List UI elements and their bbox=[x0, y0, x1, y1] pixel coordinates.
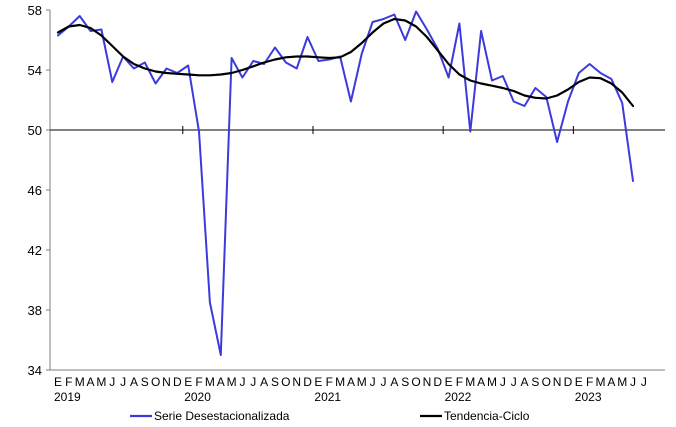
x-month-label: A bbox=[347, 375, 355, 389]
x-month-label: N bbox=[292, 375, 301, 389]
y-tick-label: 58 bbox=[28, 3, 42, 18]
x-month-label: N bbox=[553, 375, 562, 389]
x-month-label: S bbox=[271, 375, 279, 389]
series-line-desestacionalizada bbox=[57, 10, 634, 356]
x-month-label: S bbox=[141, 375, 149, 389]
x-month-label: E bbox=[54, 375, 62, 389]
x-month-label: O bbox=[411, 375, 420, 389]
x-month-label: A bbox=[260, 375, 268, 389]
x-month-label: J bbox=[381, 375, 387, 389]
series-line-tendencia-ciclo bbox=[56, 17, 635, 108]
x-month-label: D bbox=[173, 375, 182, 389]
y-tick-label: 34 bbox=[28, 363, 42, 378]
x-month-label: J bbox=[239, 375, 245, 389]
x-month-label: D bbox=[303, 375, 312, 389]
x-month-label: M bbox=[96, 375, 106, 389]
x-month-label: M bbox=[617, 375, 627, 389]
x-month-label: E bbox=[445, 375, 453, 389]
x-month-label: F bbox=[195, 375, 202, 389]
x-month-label: J bbox=[641, 375, 647, 389]
legend: Serie Desestacionalizada Tendencia-Ciclo bbox=[130, 409, 530, 423]
x-year-label: 2022 bbox=[445, 390, 472, 404]
x-month-label: J bbox=[120, 375, 126, 389]
x-month-label: D bbox=[433, 375, 442, 389]
x-month-label: F bbox=[586, 375, 593, 389]
x-month-label: J bbox=[630, 375, 636, 389]
x-month-label: F bbox=[456, 375, 463, 389]
x-year-label: 2020 bbox=[184, 390, 211, 404]
x-month-label: M bbox=[75, 375, 85, 389]
x-month-label: E bbox=[184, 375, 192, 389]
x-month-label: M bbox=[487, 375, 497, 389]
x-month-label: D bbox=[564, 375, 573, 389]
legend-label: Tendencia-Ciclo bbox=[444, 409, 530, 423]
x-month-label: S bbox=[401, 375, 409, 389]
x-month-label: A bbox=[477, 375, 485, 389]
x-month-label: F bbox=[65, 375, 72, 389]
x-month-label: A bbox=[390, 375, 398, 389]
x-month-label: N bbox=[162, 375, 171, 389]
y-tick-label: 38 bbox=[28, 303, 42, 318]
x-month-label: M bbox=[596, 375, 606, 389]
x-month-label: M bbox=[357, 375, 367, 389]
y-tick-label: 42 bbox=[28, 243, 42, 258]
x-month-label: M bbox=[227, 375, 237, 389]
y-tick-label: 50 bbox=[28, 123, 42, 138]
x-month-label: S bbox=[531, 375, 539, 389]
x-month-label: M bbox=[465, 375, 475, 389]
x-month-label: J bbox=[511, 375, 517, 389]
x-month-label: A bbox=[87, 375, 95, 389]
x-month-label: E bbox=[314, 375, 322, 389]
x-year-label: 2019 bbox=[54, 390, 81, 404]
x-month-label: O bbox=[151, 375, 160, 389]
axes bbox=[46, 9, 665, 371]
x-month-label: J bbox=[109, 375, 115, 389]
x-month-label: M bbox=[205, 375, 215, 389]
x-month-label: E bbox=[575, 375, 583, 389]
y-tick-label: 54 bbox=[28, 63, 42, 78]
x-month-label: O bbox=[542, 375, 551, 389]
x-month-label: O bbox=[281, 375, 290, 389]
x-year-label: 2023 bbox=[575, 390, 602, 404]
x-month-label: J bbox=[250, 375, 256, 389]
x-month-label: A bbox=[217, 375, 225, 389]
y-tick-label: 46 bbox=[28, 183, 42, 198]
x-month-label: A bbox=[130, 375, 138, 389]
x-month-label: A bbox=[607, 375, 615, 389]
x-month-label: J bbox=[370, 375, 376, 389]
x-month-label: J bbox=[500, 375, 506, 389]
x-month-label: M bbox=[335, 375, 345, 389]
x-month-label: A bbox=[521, 375, 529, 389]
series-layer bbox=[56, 10, 635, 356]
legend-label: Serie Desestacionalizada bbox=[154, 409, 290, 423]
x-month-label: F bbox=[326, 375, 333, 389]
x-month-label: N bbox=[423, 375, 432, 389]
x-year-label: 2021 bbox=[314, 390, 341, 404]
